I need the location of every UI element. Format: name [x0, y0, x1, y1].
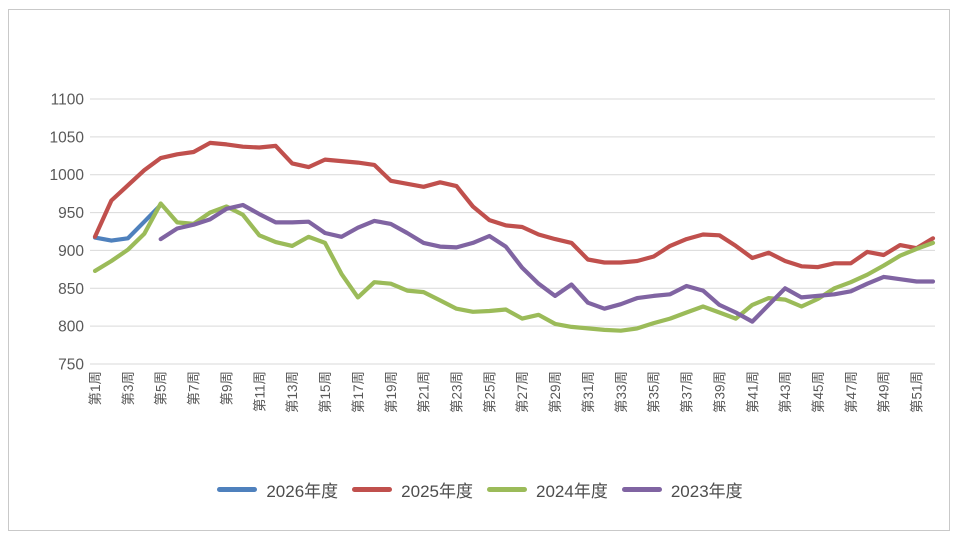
x-tick-label-week-9: 第9周 — [218, 371, 234, 406]
series-line-2025年度 — [92, 140, 936, 270]
x-tick-label-week-19: 第19周 — [383, 371, 399, 413]
x-tick-label-week-43: 第43周 — [777, 371, 793, 413]
x-tick-label-week-5: 第5周 — [153, 371, 169, 406]
legend-swatch-2026 — [217, 487, 258, 492]
x-tick-label-week-35: 第35周 — [646, 371, 662, 413]
x-tick-label-week-41: 第41周 — [744, 371, 760, 413]
series-line-2024年度 — [92, 201, 936, 333]
x-tick-label-week-25: 第25周 — [481, 371, 497, 413]
legend-label-2026: 2026年度 — [266, 482, 339, 501]
x-tick-label-week-31: 第31周 — [580, 371, 596, 413]
x-tick-label-week-39: 第39周 — [711, 371, 727, 413]
x-tick-label-week-45: 第45周 — [810, 371, 826, 413]
x-tick-label-week-51: 第51周 — [909, 371, 925, 413]
x-tick-label-week-15: 第15周 — [317, 371, 333, 413]
legend-item-2023: 2023年度 — [621, 477, 743, 502]
legend-item-2026: 2026年度 — [217, 477, 338, 502]
legend-swatch-2023 — [621, 487, 662, 492]
x-tick-label-week-27: 第27周 — [514, 371, 530, 413]
chart-frame — [8, 9, 950, 531]
y-tick-label-800: 800 — [58, 319, 84, 336]
y-tick-label-900: 900 — [58, 243, 84, 260]
legend-item-2024: 2024年度 — [487, 477, 608, 502]
y-tick-label-750: 750 — [58, 357, 84, 374]
x-tick-label-week-49: 第49周 — [876, 371, 892, 413]
y-tick-label-950: 950 — [58, 205, 84, 222]
x-tick-label-week-13: 第13周 — [284, 371, 300, 413]
legend-swatch-2025 — [352, 487, 393, 492]
y-tick-label-1000: 1000 — [50, 167, 85, 184]
y-tick-label-1100: 1100 — [51, 92, 85, 109]
x-tick-label-week-23: 第23周 — [448, 371, 464, 413]
x-tick-label-week-47: 第47周 — [843, 371, 859, 413]
series-line-2026年度 — [92, 202, 163, 243]
series-line-2023年度 — [158, 202, 936, 324]
legend-swatch-2024 — [487, 487, 527, 492]
x-tick-label-week-37: 第37周 — [679, 371, 695, 413]
x-tick-label-week-11: 第11周 — [251, 371, 267, 412]
legend-label-2025: 2025年度 — [401, 482, 473, 501]
x-tick-label-week-21: 第21周 — [416, 371, 432, 413]
y-tick-label-1050: 1050 — [50, 129, 85, 146]
x-tick-label-week-1: 第1周 — [87, 371, 103, 406]
legend-label-2024: 2024年度 — [536, 482, 608, 501]
x-tick-label-week-33: 第33周 — [613, 371, 629, 413]
legend-label-2023: 2023年度 — [670, 482, 743, 501]
x-tick-label-week-29: 第29周 — [547, 371, 563, 413]
x-tick-label-week-17: 第17周 — [350, 371, 366, 413]
x-tick-label-week-7: 第7周 — [186, 371, 202, 406]
y-tick-label-850: 850 — [58, 281, 84, 298]
x-tick-label-week-3: 第3周 — [120, 371, 136, 406]
chart-legend: 2026年度 2025年度 2024年度 2023年度 — [0, 477, 960, 502]
legend-item-2025: 2025年度 — [352, 477, 473, 502]
